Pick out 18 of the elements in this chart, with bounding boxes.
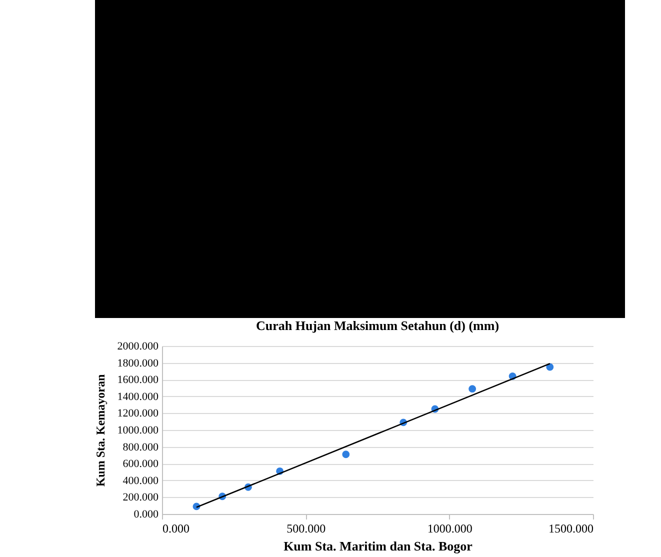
y-tick-label: 600.000 [122, 458, 159, 470]
y-tick-label: 400.000 [122, 474, 159, 487]
x-tick-label: 1500.000 [548, 522, 594, 536]
x-tick-label: 1000.000 [427, 522, 472, 536]
x-axis-title: Kum Sta. Maritim dan Sta. Bogor [284, 538, 473, 554]
y-tick-label: 0.000 [134, 508, 159, 520]
y-tick-label: 1400.000 [117, 390, 159, 403]
y-tick-label: 200.000 [122, 492, 159, 504]
chart-title: Curah Hujan Maksimum Setahun (d) (mm) [256, 318, 500, 333]
x-tick-label: 500.000 [286, 522, 326, 536]
y-tick-label: 1000.000 [117, 424, 159, 436]
y-tick-label: 1800.000 [117, 357, 159, 370]
y-tick-label: 1200.000 [117, 408, 159, 420]
y-tick-label: 2000.000 [117, 340, 159, 352]
y-tick-label: 1600.000 [117, 374, 159, 386]
y-tick-label: 800.000 [122, 441, 159, 454]
x-tick-label: 0.000 [162, 522, 190, 536]
y-axis-title: Kum Sta. Kemayoran [93, 374, 108, 487]
